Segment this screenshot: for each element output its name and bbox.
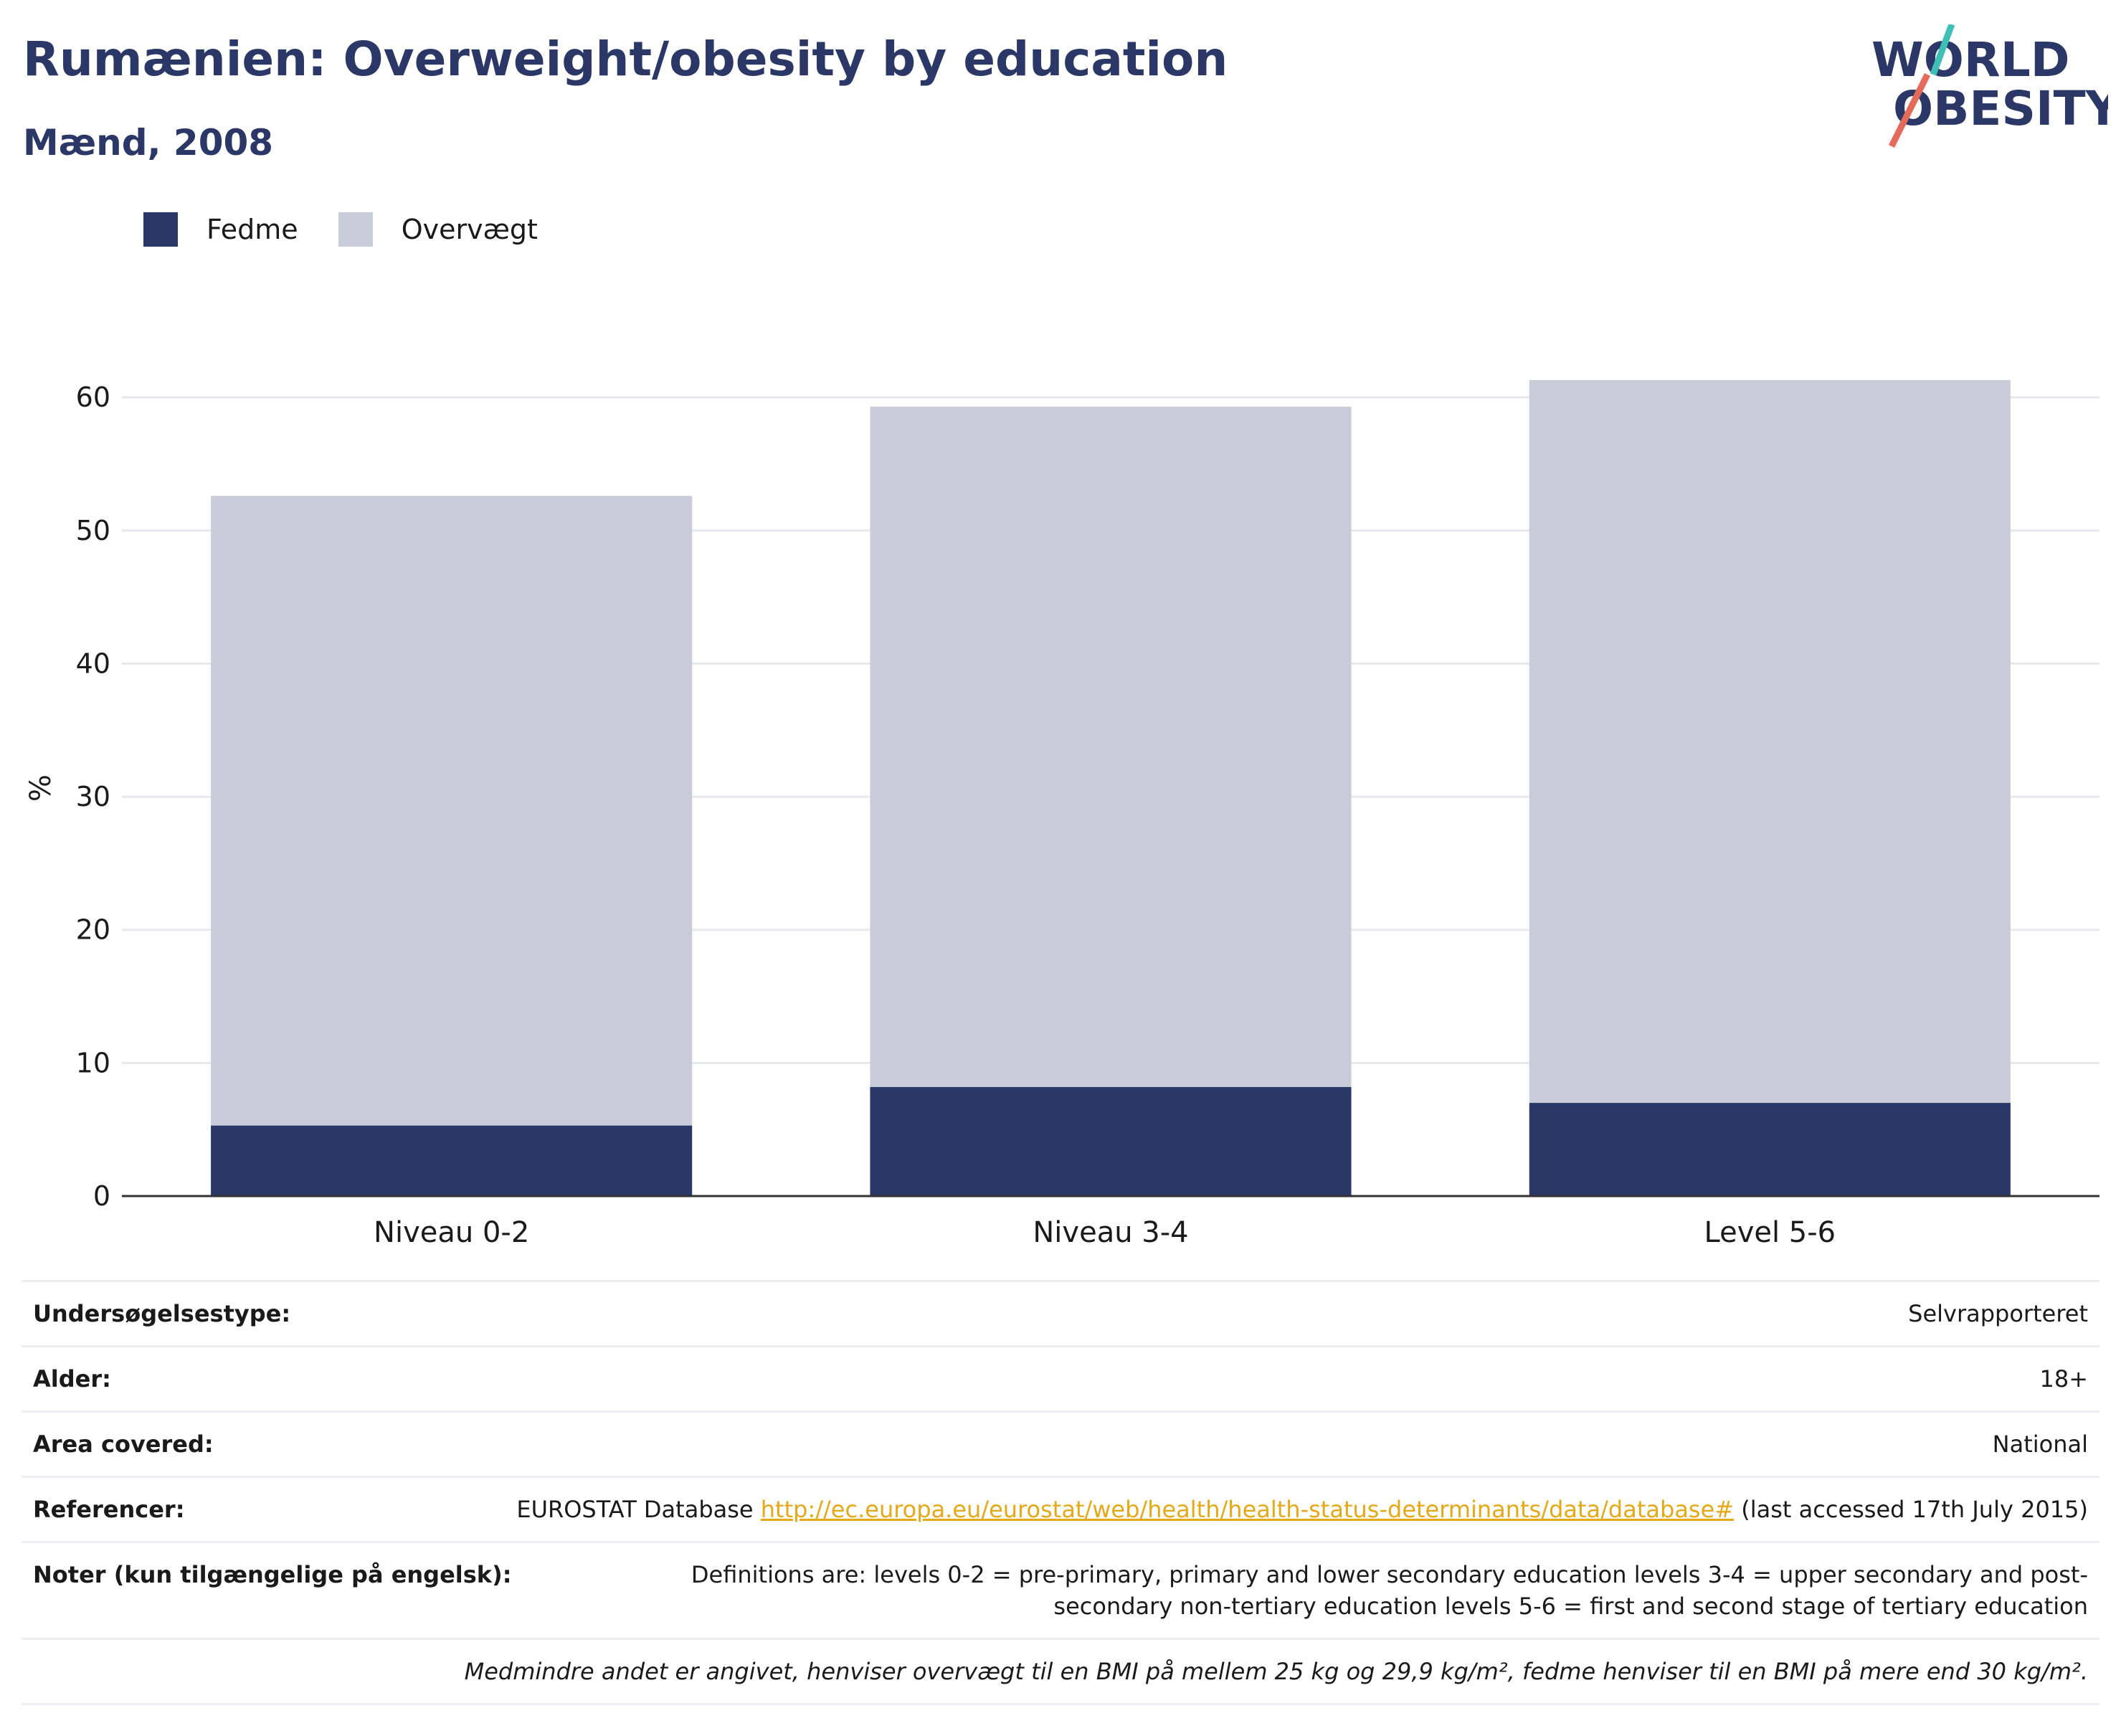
info-value-references: EUROSTAT Database http://ec.europa.eu/eu… — [184, 1494, 2088, 1525]
reference-prefix: EUROSTAT Database — [516, 1496, 761, 1523]
info-row-notes: Noter (kun tilgængelige på engelsk): Def… — [22, 1541, 2099, 1638]
bar-chart: 0 10 20 30 40 50 60% Niveau 0-2 Niveau 3-4 Level … — [24, 380, 2099, 1249]
info-row-area: Area covered: National — [22, 1410, 2099, 1476]
logo-slash-teal — [1930, 24, 1955, 76]
bar-overweight — [1529, 380, 2011, 1104]
info-key-references: Referencer: — [33, 1496, 185, 1523]
legend-item-overweight: Overvægt — [338, 212, 538, 247]
footnote-text: Medmindre andet er angivet, henviser ove… — [464, 1658, 2088, 1685]
reference-link[interactable]: http://ec.europa.eu/eurostat/web/health/… — [760, 1496, 1735, 1523]
bar-obesity — [870, 1086, 1352, 1196]
info-value-area: National — [1992, 1431, 2088, 1458]
x-tick-label: Niveau 3-4 — [1033, 1216, 1188, 1249]
info-value-survey-type: Selvrapporteret — [1908, 1300, 2088, 1327]
y-axis-label: % — [24, 774, 57, 802]
legend-label-obesity: Fedme — [207, 214, 298, 245]
y-tick-label: 0 — [93, 1180, 110, 1212]
logo-text-obesity: OBESITY — [1893, 81, 2108, 136]
y-tick-label: 50 — [76, 515, 110, 546]
world-obesity-logo: WORLD OBESITY — [1871, 24, 2108, 148]
logo-text-world: WORLD — [1871, 32, 2070, 87]
info-key-notes: Noter (kun tilgængelige på engelsk): — [33, 1561, 512, 1588]
y-tick-label: 30 — [76, 781, 110, 812]
page-subtitle: Mænd, 2008 — [23, 122, 274, 163]
info-row-references: Referencer: EUROSTAT Database http://ec.… — [22, 1476, 2099, 1541]
info-value-notes: Definitions are: levels 0-2 = pre-primar… — [691, 1561, 2088, 1620]
chart-legend: Fedme Overvægt — [143, 212, 578, 247]
bar-obesity — [1529, 1103, 2011, 1196]
legend-swatch-obesity — [143, 212, 178, 247]
info-row-age: Alder: 18+ — [22, 1345, 2099, 1410]
info-row-footnote: Medmindre andet er angivet, henviser ove… — [22, 1638, 2099, 1705]
bar-obesity — [211, 1125, 693, 1196]
page-title: Rumænien: Overweight/obesity by educatio… — [23, 32, 1228, 87]
info-key-age: Alder: — [33, 1365, 111, 1393]
legend-swatch-overweight — [338, 212, 373, 247]
logo-slash-coral — [1888, 72, 1931, 148]
info-row-survey-type: Undersøgelsestype: Selvrapporteret — [22, 1280, 2099, 1345]
bar-overweight — [870, 407, 1352, 1087]
y-tick-label: 40 — [76, 648, 110, 679]
y-tick-label: 60 — [76, 381, 110, 413]
legend-item-obesity: Fedme — [143, 212, 298, 247]
info-key-survey-type: Undersøgelsestype: — [33, 1300, 291, 1327]
x-tick-label: Niveau 0-2 — [374, 1216, 529, 1249]
info-table: Undersøgelsestype: Selvrapporteret Alder… — [22, 1280, 2099, 1705]
y-tick-label: 10 — [76, 1047, 110, 1078]
legend-label-overweight: Overvægt — [401, 214, 538, 245]
bar-overweight — [211, 495, 693, 1126]
y-tick-label: 20 — [76, 914, 110, 946]
x-tick-label: Level 5-6 — [1704, 1216, 1836, 1249]
reference-suffix: (last accessed 17th July 2015) — [1734, 1496, 2088, 1523]
info-value-age: 18+ — [2039, 1365, 2088, 1393]
info-key-area: Area covered: — [33, 1431, 214, 1458]
